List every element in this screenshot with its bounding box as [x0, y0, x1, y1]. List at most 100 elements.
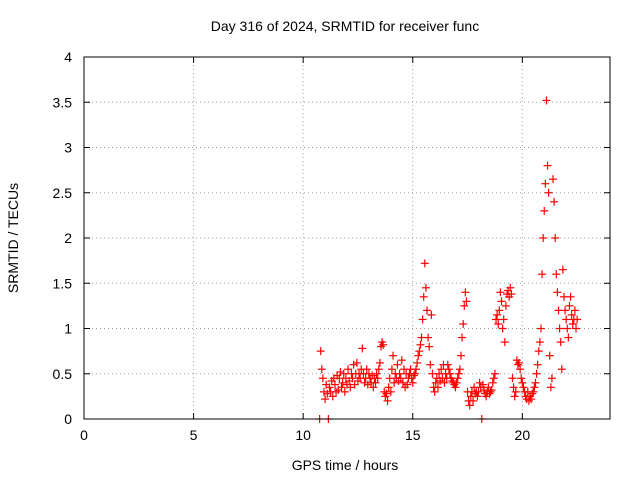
- data-point: [403, 380, 412, 389]
- data-point: [542, 96, 551, 105]
- data-point: [490, 369, 499, 378]
- plot-border: [83, 56, 611, 420]
- data-point: [551, 234, 560, 242]
- data-point: [565, 301, 574, 310]
- data-point: [330, 380, 339, 389]
- data-point: [458, 333, 467, 342]
- data-point: [348, 374, 357, 383]
- data-point: [387, 365, 396, 374]
- data-point: [518, 378, 527, 387]
- data-point: [325, 383, 334, 392]
- data-point: [431, 378, 440, 387]
- data-point: [373, 374, 382, 383]
- data-point: [517, 374, 526, 383]
- data-point: [474, 387, 483, 396]
- data-point: [572, 324, 581, 333]
- data-point: [415, 347, 424, 356]
- data-point: [500, 338, 509, 347]
- data-point: [536, 324, 545, 333]
- data-point: [427, 310, 436, 319]
- data-point: [375, 358, 384, 367]
- y-tick-label: 0: [64, 411, 72, 427]
- chart-title: Day 316 of 2024, SRMTID for receiver fun…: [211, 18, 479, 34]
- data-point: [535, 338, 544, 347]
- data-point: [350, 380, 359, 389]
- data-point: [530, 383, 539, 392]
- data-point: [509, 383, 518, 392]
- data-point: [492, 315, 501, 324]
- data-point: [564, 333, 573, 342]
- data-point: [418, 315, 427, 324]
- data-point: [555, 324, 564, 333]
- data-point: [414, 351, 423, 360]
- data-point: [567, 310, 576, 319]
- data-point: [459, 319, 468, 328]
- data-point: [454, 369, 463, 378]
- data-point: [390, 378, 399, 387]
- grid: [84, 57, 610, 419]
- data-point: [363, 380, 372, 389]
- data-point: [557, 365, 566, 374]
- data-point: [529, 387, 538, 396]
- data-point: [421, 283, 430, 292]
- data-point: [452, 378, 461, 387]
- data-point: [316, 347, 325, 356]
- data-point: [416, 340, 425, 349]
- data-point: [383, 396, 392, 405]
- data-point: [495, 306, 504, 315]
- data-point: [497, 297, 506, 306]
- data-point: [323, 389, 332, 398]
- data-point: [533, 360, 542, 369]
- y-tick-label: 3.5: [53, 94, 73, 110]
- data-point: [562, 315, 571, 324]
- data-point: [437, 365, 446, 374]
- data-point: [433, 383, 442, 392]
- y-axis-label: SRMTID / TECUs: [5, 183, 21, 293]
- data-point: [539, 234, 548, 242]
- data-point: [475, 378, 484, 387]
- data-point: [515, 358, 524, 367]
- data-point: [478, 380, 487, 389]
- x-tick-label: 5: [190, 427, 198, 443]
- data-point: [513, 360, 522, 369]
- data-point: [508, 374, 517, 383]
- data-point: [527, 395, 536, 404]
- x-tick-label: 20: [515, 427, 531, 443]
- ticks: 0 5 10 15 20 0 0.5 1 1.5 2 2.5 3 3.5 4: [53, 49, 610, 443]
- data-point: [573, 315, 582, 324]
- data-point: [501, 301, 510, 310]
- data-point: [531, 378, 540, 387]
- data-point: [349, 360, 358, 369]
- data-point: [446, 369, 455, 378]
- data-point: [337, 383, 346, 392]
- data-point: [510, 392, 519, 401]
- data-point: [561, 306, 570, 315]
- data-point: [506, 283, 515, 292]
- data-point: [469, 396, 478, 405]
- data-point: [553, 288, 562, 297]
- data-point: [541, 179, 550, 188]
- data-point: [440, 378, 449, 387]
- data-point: [317, 365, 326, 374]
- x-tick-label: 15: [405, 427, 421, 443]
- data-point: [545, 351, 554, 360]
- data-point: [519, 383, 528, 392]
- data-point: [547, 374, 556, 383]
- x-tick-label: 0: [80, 427, 88, 443]
- data-point: [344, 365, 353, 374]
- data-point: [422, 306, 431, 315]
- data-point: [496, 288, 505, 297]
- data-point: [488, 378, 497, 387]
- data-point: [460, 301, 469, 310]
- data-point: [364, 369, 373, 378]
- data-point: [386, 387, 395, 396]
- data-point: [318, 374, 327, 383]
- data-point: [430, 387, 439, 396]
- data-point: [352, 358, 361, 367]
- data-point: [563, 324, 572, 333]
- data-point: [507, 290, 516, 299]
- y-tick-label: 2: [64, 230, 72, 246]
- data-point: [493, 310, 502, 319]
- x-axis-label: GPS time / hours: [292, 457, 399, 473]
